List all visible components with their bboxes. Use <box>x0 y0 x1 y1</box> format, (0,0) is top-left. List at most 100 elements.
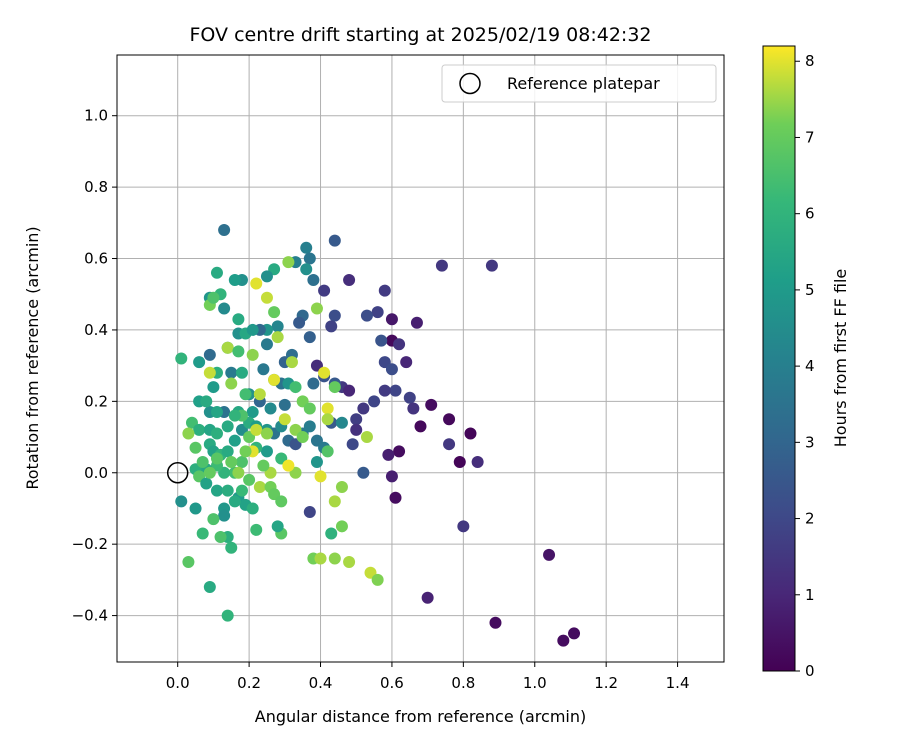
data-point <box>489 616 502 629</box>
colorbar-ticks: 0 1 2 3 4 5 6 7 8 <box>795 52 815 680</box>
data-point <box>232 466 245 479</box>
data-point <box>300 263 313 276</box>
data-point <box>568 627 581 640</box>
data-point <box>435 259 448 272</box>
data-point <box>257 459 270 472</box>
data-point <box>239 388 252 401</box>
data-point <box>343 556 356 569</box>
data-point <box>335 481 348 494</box>
data-point <box>378 384 391 397</box>
data-point <box>207 291 220 304</box>
data-point <box>318 366 331 379</box>
data-point <box>321 402 334 415</box>
data-point <box>246 502 259 515</box>
data-point <box>328 309 341 322</box>
data-point <box>382 448 395 461</box>
colorbar-tick-label: 1 <box>805 586 815 604</box>
x-tick-label: 0.4 <box>309 674 333 692</box>
data-point <box>268 373 281 386</box>
data-point <box>210 406 223 419</box>
data-point <box>393 338 406 351</box>
data-point <box>328 552 341 565</box>
data-point <box>371 306 384 319</box>
data-point <box>385 363 398 376</box>
reference-layer <box>166 462 189 484</box>
reference-marker <box>166 462 189 484</box>
data-point <box>260 291 273 304</box>
data-point <box>343 384 356 397</box>
data-point <box>335 520 348 533</box>
data-point <box>189 441 202 454</box>
data-point <box>214 531 227 544</box>
data-point <box>289 381 302 394</box>
data-point <box>218 509 231 522</box>
y-tick-label: −0.4 <box>72 607 108 625</box>
data-point <box>221 341 234 354</box>
data-point <box>260 338 273 351</box>
data-point <box>485 259 498 272</box>
data-point <box>443 438 456 451</box>
data-point <box>350 413 363 426</box>
data-point <box>343 273 356 286</box>
data-point <box>250 423 263 436</box>
data-point <box>325 320 338 333</box>
data-point <box>203 348 216 361</box>
colorbar-tick-label: 2 <box>805 510 815 528</box>
data-point <box>228 409 241 422</box>
data-point <box>207 381 220 394</box>
legend-box <box>441 64 717 103</box>
data-point <box>189 502 202 515</box>
data-point <box>328 381 341 394</box>
data-point <box>246 323 259 336</box>
y-tick-label: 0.4 <box>84 321 108 339</box>
data-point <box>210 452 223 465</box>
data-point <box>543 548 556 561</box>
data-point <box>210 427 223 440</box>
data-point <box>264 402 277 415</box>
data-point <box>221 445 234 458</box>
data-point <box>210 266 223 279</box>
data-point <box>235 456 248 469</box>
data-point <box>225 366 238 379</box>
data-point <box>221 609 234 622</box>
colorbar-tick-label: 8 <box>805 52 815 70</box>
x-tick-label: 1.0 <box>523 674 547 692</box>
data-point <box>268 306 281 319</box>
x-tick-label: 1.2 <box>594 674 618 692</box>
data-point <box>203 581 216 594</box>
data-point <box>246 406 259 419</box>
y-tick-label: 0.8 <box>84 178 108 196</box>
legend: Reference platepar <box>441 64 717 103</box>
data-point <box>278 398 291 411</box>
data-point <box>200 395 213 408</box>
data-point <box>350 423 363 436</box>
colorbar-tick-label: 6 <box>805 205 815 223</box>
data-point <box>471 456 484 469</box>
data-point <box>421 591 434 604</box>
x-axis-ticks: 0.0 0.2 0.4 0.6 0.8 1.0 1.2 1.4 <box>166 662 690 692</box>
data-point <box>328 234 341 247</box>
data-point <box>282 459 295 472</box>
data-point <box>443 413 456 426</box>
x-tick-label: 0.8 <box>451 674 475 692</box>
data-point <box>228 434 241 447</box>
colorbar-tick-label: 0 <box>805 662 815 680</box>
data-point <box>385 470 398 483</box>
data-point <box>314 552 327 565</box>
data-point <box>464 427 477 440</box>
data-point <box>232 345 245 358</box>
data-point <box>425 398 438 411</box>
data-point <box>196 456 209 469</box>
data-point <box>375 334 388 347</box>
data-point <box>235 366 248 379</box>
data-point <box>310 302 323 315</box>
plot-area <box>117 55 724 662</box>
x-tick-label: 0.2 <box>237 674 261 692</box>
data-point <box>296 431 309 444</box>
data-point <box>260 270 273 283</box>
y-tick-label: −0.2 <box>72 535 108 553</box>
data-point <box>314 470 327 483</box>
data-point <box>250 277 263 290</box>
data-point <box>318 284 331 297</box>
data-point <box>293 316 306 329</box>
